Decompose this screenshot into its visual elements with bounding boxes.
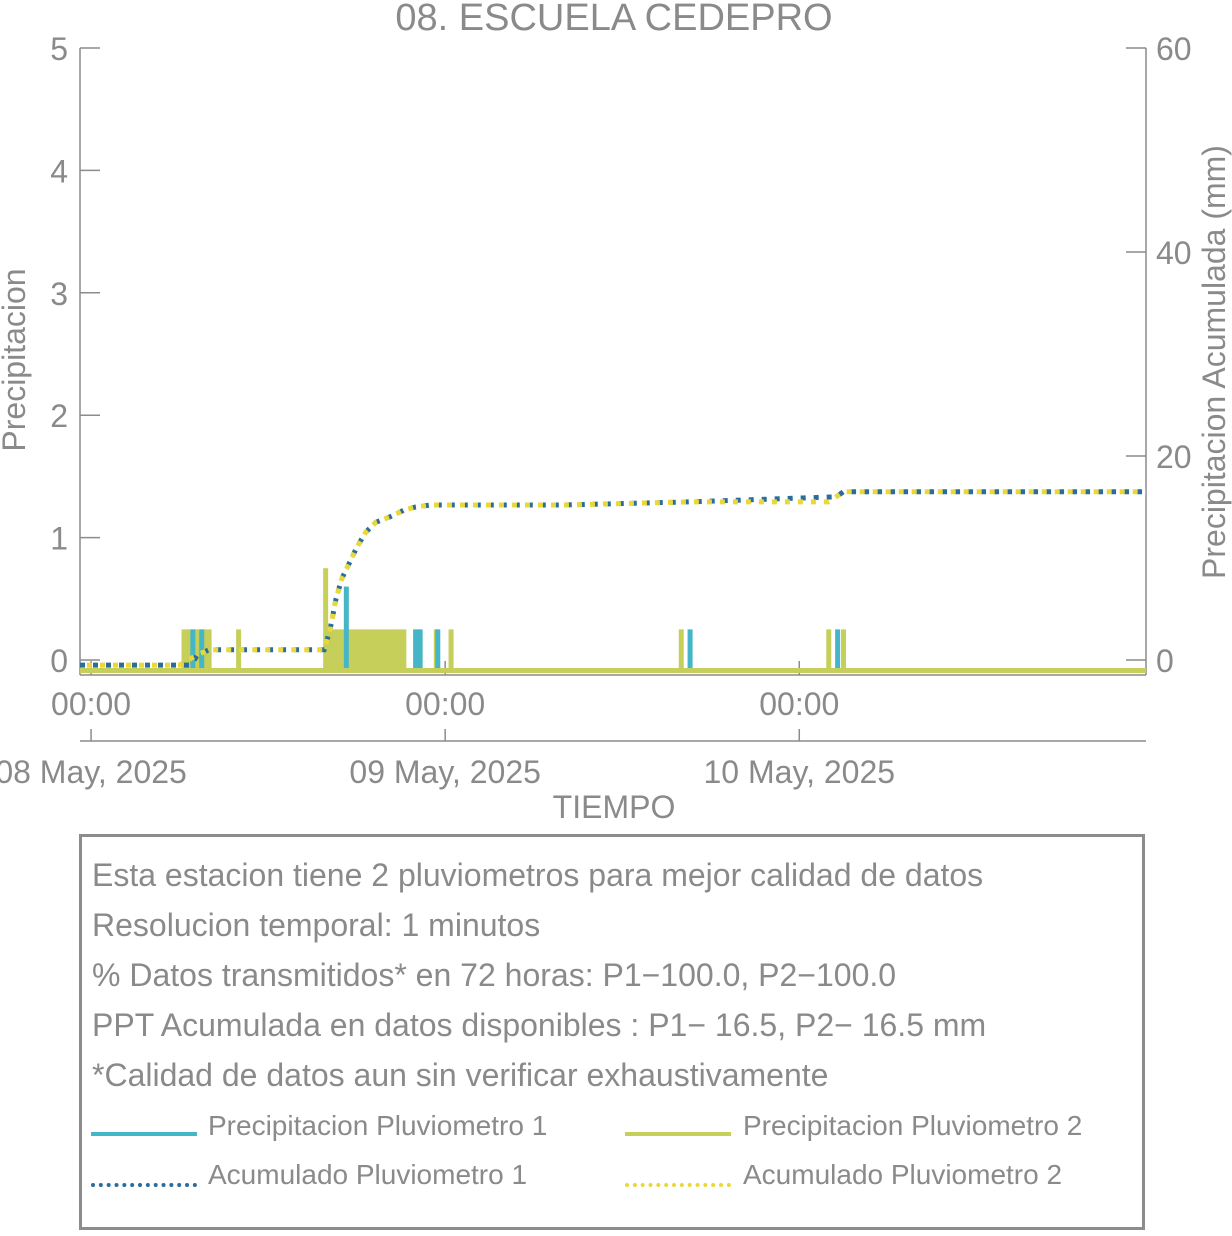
legend-swatch-acc1 [91, 1183, 197, 1187]
bar-pluviometro-2 [841, 629, 847, 672]
bar-pluviometro-2 [329, 629, 335, 672]
bar-pluviometro-2 [323, 568, 329, 672]
bar-pluviometro-1 [835, 629, 841, 672]
bar-pluviometro-2 [826, 629, 832, 672]
x-tick-label-date: 09 May, 2025 [349, 754, 541, 790]
bar-pluviometro-2 [352, 629, 358, 672]
bar-pluviometro-2 [383, 629, 389, 672]
bar-pluviometro-2 [374, 629, 380, 672]
legend-swatch-acc2 [625, 1183, 731, 1187]
y-axis-right-label: Precipitacion Acumulada (mm) [1196, 145, 1232, 579]
bar-pluviometro-1 [413, 629, 419, 672]
bar-pluviometro-2 [392, 629, 398, 672]
y-left-tick-label: 1 [50, 521, 68, 557]
legend-label-acc1: Acumulado Pluviometro 1 [208, 1159, 528, 1190]
bar-pluviometro-2 [357, 629, 363, 672]
bar-pluviometro-2 [401, 629, 407, 672]
y-left-tick-label: 4 [50, 153, 68, 189]
bar-pluviometro-2 [348, 629, 354, 672]
x-tick-label-time: 00:00 [759, 686, 839, 722]
y-right-tick-label: 20 [1156, 439, 1192, 475]
bar-pluviometro-2 [388, 629, 394, 672]
lines-layer [80, 489, 1146, 668]
y-left-tick-label: 5 [50, 31, 68, 67]
y-right-tick-label: 40 [1156, 235, 1192, 271]
y-left-tick-label: 3 [50, 276, 68, 312]
bar-pluviometro-1 [435, 629, 441, 672]
y-left-tick-label: 2 [50, 398, 68, 434]
bar-pluviometro-1 [417, 629, 423, 672]
baseline-pluviometro-2 [80, 668, 1146, 673]
chart-title: 08. ESCUELA CEDEPRO [395, 0, 832, 39]
precipitation-chart: 08. ESCUELA CEDEPRO Precipitacion Precip… [0, 0, 1232, 825]
x-tick-label-time: 00:00 [51, 686, 131, 722]
bar-pluviometro-2 [379, 629, 385, 672]
bar-pluviometro-2 [365, 629, 371, 672]
info-line-stations: Esta estacion tiene 2 pluviometros para … [92, 857, 984, 893]
bar-pluviometro-2 [340, 629, 346, 672]
bar-pluviometro-2 [448, 629, 454, 672]
bars-layer [80, 568, 1146, 673]
line-acumulado-pluviometro-2 [80, 489, 1146, 668]
y-left-tick-label: 0 [50, 643, 68, 679]
bar-pluviometro-2 [361, 629, 367, 672]
bar-pluviometro-2 [206, 629, 212, 672]
info-line-accumulated: PPT Acumulada en datos disponibles : P1−… [92, 1007, 987, 1043]
x-tick-label-date: 08 May, 2025 [0, 754, 187, 790]
tick-labels: 0 1 2 3 4 5 0 20 40 60 00:00 08 May, 2025 00:00 09 Ma… [0, 31, 1192, 790]
x-tick-label-time: 00:00 [405, 686, 485, 722]
bar-pluviometro-2 [334, 629, 340, 672]
bar-pluviometro-1 [190, 629, 196, 672]
legend-label-p2: Precipitacion Pluviometro 2 [743, 1110, 1083, 1141]
legend-label-p1: Precipitacion Pluviometro 1 [208, 1110, 548, 1141]
bar-pluviometro-2 [396, 629, 402, 672]
bar-pluviometro-2 [196, 629, 202, 672]
y-right-tick-label: 0 [1156, 643, 1174, 679]
info-line-quality-note: *Calidad de datos aun sin verificar exha… [92, 1057, 829, 1093]
info-line-transmitted: % Datos transmitidos* en 72 horas: P1−10… [92, 957, 897, 993]
bar-pluviometro-2 [184, 629, 190, 672]
bar-pluviometro-2 [326, 629, 332, 672]
bar-pluviometro-2 [332, 629, 338, 672]
bar-pluviometro-2 [678, 629, 684, 672]
bar-pluviometro-2 [236, 629, 242, 672]
bar-pluviometro-1 [343, 586, 349, 672]
legend-swatch-p2 [625, 1132, 731, 1136]
legend-label-acc2: Acumulado Pluviometro 2 [743, 1159, 1063, 1190]
bar-pluviometro-1 [687, 629, 693, 672]
bar-pluviometro-2 [370, 629, 376, 672]
y-axis-left-label: Precipitacion [0, 268, 32, 451]
x-tick-label-date: 10 May, 2025 [704, 754, 896, 790]
bar-pluviometro-2 [181, 629, 187, 672]
bar-pluviometro-2 [193, 629, 199, 672]
bar-pluviometro-2 [337, 629, 343, 672]
x-axis-label: TIEMPO [553, 789, 676, 825]
info-line-resolution: Resolucion temporal: 1 minutos [92, 907, 541, 943]
legend-swatch-p1 [91, 1132, 197, 1136]
bar-pluviometro-2 [187, 629, 193, 672]
info-panel: Esta estacion tiene 2 pluviometros para … [79, 834, 1145, 1230]
y-right-tick-label: 60 [1156, 31, 1192, 67]
axes [79, 47, 1147, 742]
